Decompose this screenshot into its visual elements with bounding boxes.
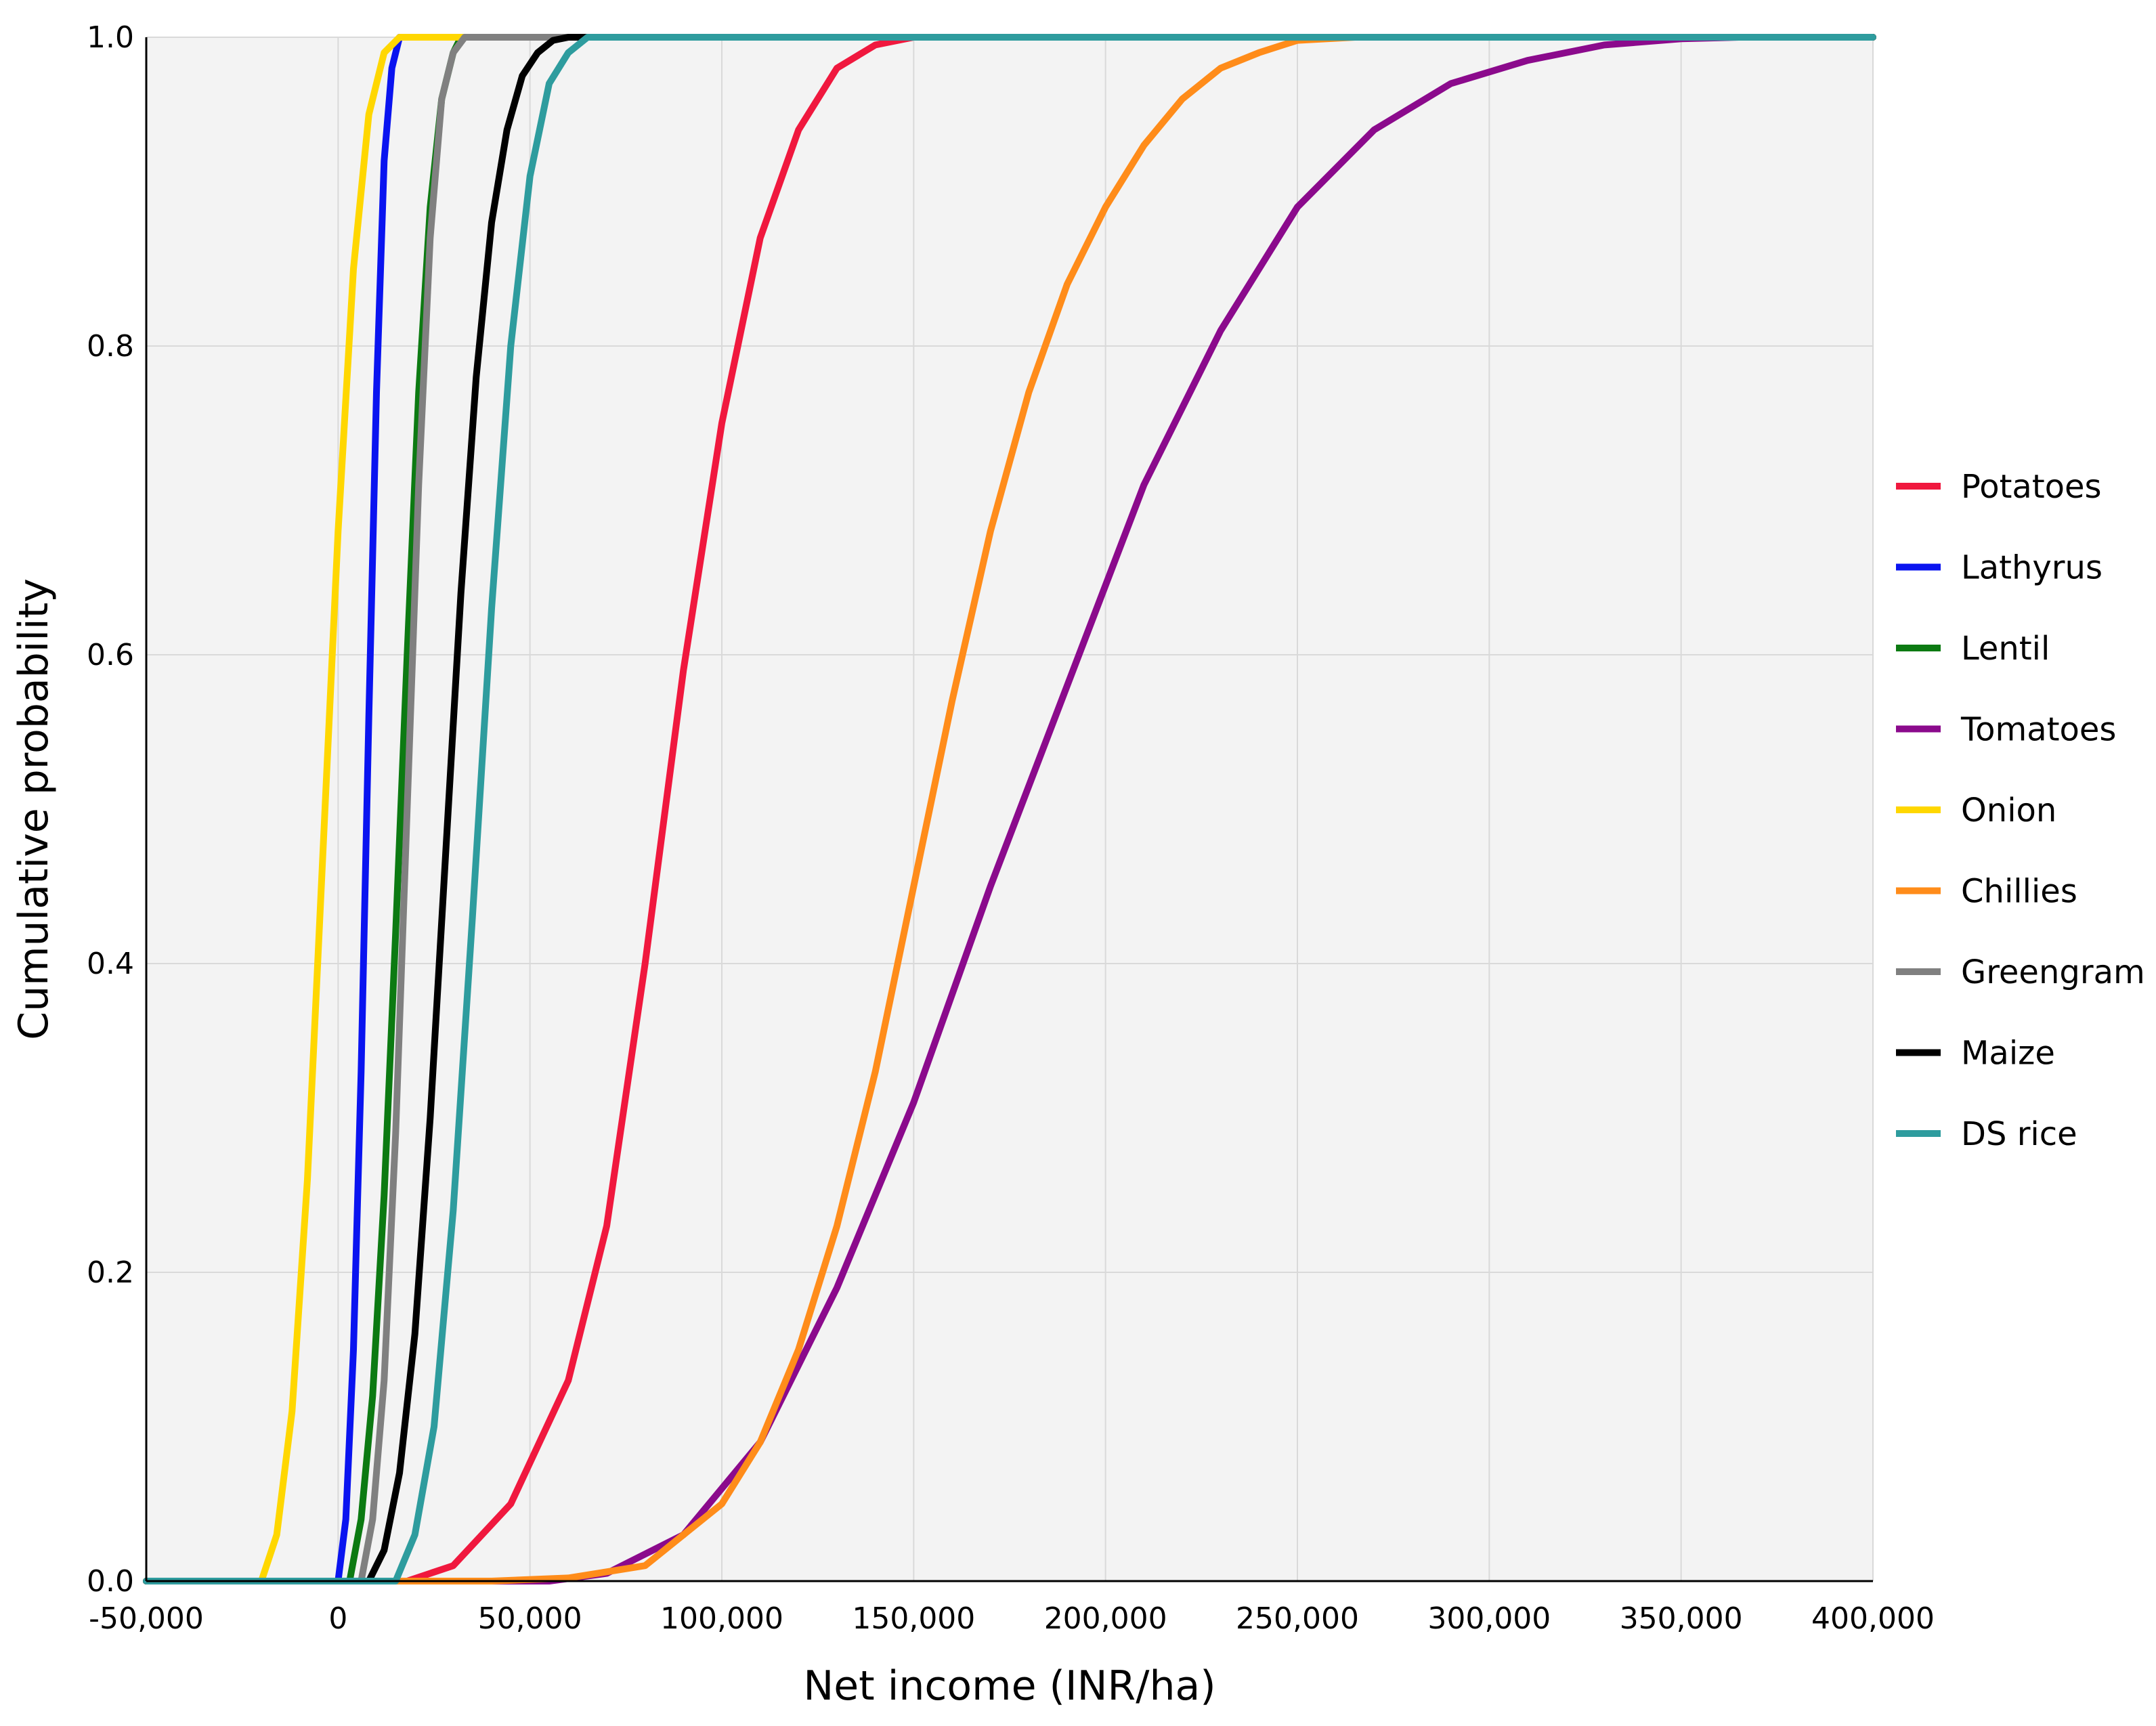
series-line-maize (143, 34, 1876, 1584)
series-lines (143, 34, 1876, 1584)
axes (145, 37, 1873, 1582)
legend-label-lentil: Lentil (1961, 630, 2050, 668)
legend-label-greengram: Greengram (1961, 953, 2145, 991)
legend-label-potatoes: Potatoes (1961, 468, 2102, 506)
x-tick-label: 400,000 (1811, 1601, 1935, 1636)
x-tick-label: -50,000 (89, 1601, 204, 1636)
legend-label-onion: Onion (1961, 792, 2056, 829)
x-tick-label: 0 (328, 1601, 347, 1636)
x-tick-label: 150,000 (852, 1601, 975, 1636)
x-tick-label: 50,000 (478, 1601, 582, 1636)
series-line-lathyrus (143, 34, 1876, 1584)
x-tick-label: 200,000 (1044, 1601, 1167, 1636)
y-tick-label: 1.0 (87, 20, 134, 55)
series-line-chillies (143, 34, 1876, 1584)
legend-label-chillies: Chillies (1961, 873, 2077, 911)
x-tick-label: 350,000 (1620, 1601, 1743, 1636)
series-line-potatoes (143, 34, 1876, 1584)
series-line-greengram (143, 34, 1876, 1584)
y-tick-labels: 0.0 0.2 0.4 0.6 0.8 1.0 (87, 20, 134, 1599)
x-tick-label: 250,000 (1236, 1601, 1359, 1636)
series-line-ds-rice (143, 34, 1876, 1584)
x-tick-label: 300,000 (1427, 1601, 1551, 1636)
y-tick-label: 0.8 (87, 329, 134, 364)
legend: Potatoes Lathyrus Lentil Tomatoes Onion Chill… (1896, 468, 2145, 1153)
legend-label-maize: Maize (1961, 1035, 2055, 1073)
x-tick-labels: -50,000 0 50,000 100,000 150,000 200,000 250,0… (89, 1601, 1935, 1636)
legend-label-lathyrus: Lathyrus (1961, 549, 2103, 587)
legend-label-tomatoes: Tomatoes (1960, 711, 2116, 749)
x-axis-title: Net income (INR/ha) (803, 1662, 1215, 1710)
y-tick-label: 0.6 (87, 638, 134, 672)
y-tick-label: 0.2 (87, 1255, 134, 1290)
x-tick-label: 100,000 (660, 1601, 783, 1636)
y-tick-label: 0.0 (87, 1564, 134, 1599)
y-axis-title: Cumulative probability (10, 578, 58, 1040)
series-line-onion (143, 34, 1876, 1584)
legend-label-ds-rice: DS rice (1961, 1115, 2077, 1153)
plot-background (146, 37, 1873, 1581)
y-tick-label: 0.4 (87, 947, 134, 981)
